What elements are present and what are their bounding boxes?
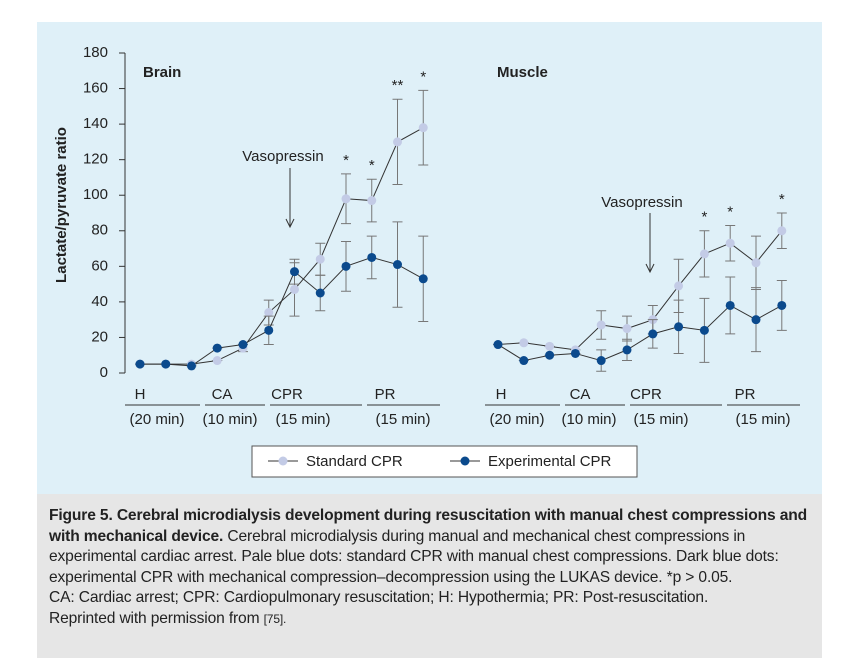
legend-marker <box>278 456 288 466</box>
annotation: Vasopressin <box>242 148 323 165</box>
caption-title: Figure 5. Cerebral microdialysis develop… <box>49 507 807 545</box>
data-point <box>264 325 274 335</box>
data-point <box>238 340 248 350</box>
caption-credit: Reprinted with permission from <box>49 609 260 627</box>
phase-duration: (15 min) <box>633 411 688 428</box>
data-point <box>161 359 171 369</box>
data-point <box>751 315 761 325</box>
phase-label: CPR <box>630 386 662 403</box>
legend-label: Experimental CPR <box>488 453 612 470</box>
chart: Lactate/pyruvate ratio 0 20 40 60 80 100 120 14… <box>53 44 800 478</box>
phase-label: PR <box>375 386 396 403</box>
data-point <box>212 356 222 366</box>
data-point <box>725 300 735 310</box>
data-point <box>493 340 503 350</box>
data-point <box>315 288 325 298</box>
significance-label: * <box>369 157 375 174</box>
annotation: Vasopressin <box>601 194 682 211</box>
data-point <box>699 325 709 335</box>
phase-label: H <box>135 386 146 403</box>
phase-duration: (10 min) <box>561 411 616 428</box>
data-point <box>393 260 402 270</box>
y-axis-label: Lactate/pyruvate ratio <box>53 127 70 283</box>
significance-label: ** <box>392 77 404 94</box>
significance-label: * <box>343 152 349 169</box>
y-tick-label: 40 <box>91 293 108 310</box>
phase-label: CPR <box>271 386 303 403</box>
data-point <box>777 300 787 310</box>
phase-duration: (20 min) <box>129 411 184 428</box>
data-point <box>367 196 377 206</box>
data-point <box>674 281 684 291</box>
data-point <box>545 341 555 351</box>
phase-label: CA <box>212 386 233 403</box>
data-point <box>315 254 325 264</box>
data-point <box>367 252 377 262</box>
series-line <box>497 230 783 351</box>
significance-label: * <box>420 68 426 85</box>
significance-label: * <box>701 209 707 226</box>
legend-label: Standard CPR <box>306 453 403 470</box>
y-tick-label: 120 <box>83 151 108 168</box>
data-point <box>393 137 402 147</box>
data-point <box>596 320 606 330</box>
phase-label: CA <box>570 386 591 403</box>
legend-box <box>251 445 638 478</box>
y-tick-label: 100 <box>83 186 108 203</box>
data-point <box>751 258 761 268</box>
y-tick-label: 0 <box>100 364 108 381</box>
annotation-arrowhead <box>285 218 295 229</box>
y-tick-label: 160 <box>83 80 108 97</box>
annotation-arrowhead <box>645 263 655 274</box>
figure-panel <box>37 22 822 494</box>
phase-duration: (10 min) <box>202 411 257 428</box>
data-point <box>290 284 299 294</box>
y-tick-label: 80 <box>91 222 108 239</box>
phase-duration: (15 min) <box>375 411 430 428</box>
data-point <box>777 226 787 236</box>
data-point <box>519 356 529 366</box>
data-point <box>341 261 351 271</box>
panel-title: Brain <box>143 64 181 81</box>
caption-text: Cerebral microdialysis during manual and… <box>49 527 779 586</box>
data-point <box>674 322 684 332</box>
series-line <box>140 256 424 367</box>
data-point <box>290 267 299 277</box>
data-point <box>135 359 145 369</box>
data-point <box>648 329 658 339</box>
data-point <box>418 123 428 133</box>
phase-duration: (20 min) <box>489 411 544 428</box>
y-tick-label: 20 <box>91 328 108 345</box>
caption-abbreviations: CA: Cardiac arrest; CPR: Cardiopulmonary… <box>49 589 709 607</box>
data-point <box>264 308 274 318</box>
phase-label: H <box>496 386 507 403</box>
significance-label: * <box>727 203 733 220</box>
series-line <box>497 304 783 362</box>
data-point <box>725 238 735 248</box>
data-point <box>699 249 709 259</box>
y-tick-label: 140 <box>83 115 108 132</box>
data-point <box>622 324 632 334</box>
phase-label: PR <box>735 386 756 403</box>
y-tick-label: 60 <box>91 257 108 274</box>
caption-ref: [75]. <box>263 611 287 626</box>
data-point <box>570 348 580 358</box>
data-point <box>341 194 351 204</box>
caption: Figure 5. Cerebral microdialysis develop… <box>37 494 822 658</box>
data-point <box>545 350 555 360</box>
significance-label: * <box>779 191 785 208</box>
data-point <box>212 343 222 353</box>
data-point <box>418 274 428 284</box>
y-tick-label: 180 <box>83 44 108 61</box>
phase-duration: (15 min) <box>735 411 790 428</box>
phase-duration: (15 min) <box>275 411 330 428</box>
data-point <box>596 356 606 366</box>
data-point <box>519 338 529 348</box>
data-point <box>187 361 196 371</box>
panel-title: Muscle <box>497 64 548 81</box>
data-point <box>622 345 632 355</box>
legend-marker <box>460 456 470 466</box>
